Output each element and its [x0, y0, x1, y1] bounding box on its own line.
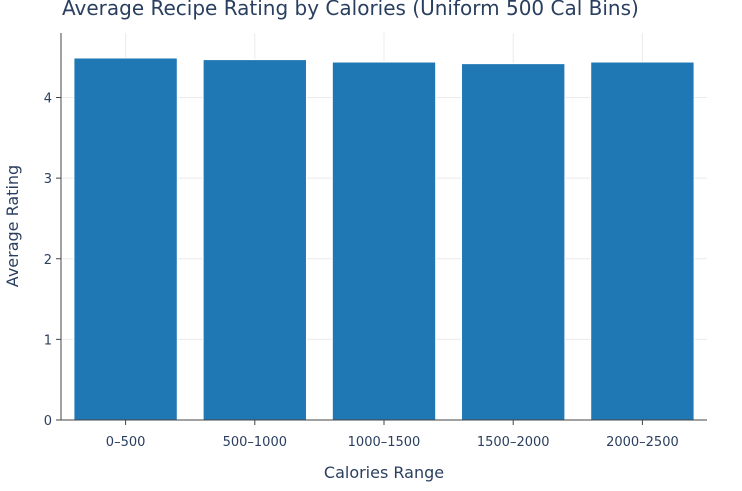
- bar: [202, 59, 307, 421]
- x-tick-label: 1500–2000: [477, 435, 550, 450]
- y-axis-title: Average Rating: [3, 165, 22, 287]
- bar: [73, 57, 178, 421]
- tick-labels: 0 1 2 3 4 0–500 500–1000 1000–1500 1500–2000 2000…: [44, 92, 679, 451]
- bar: [590, 61, 695, 421]
- y-tick-label: 1: [44, 333, 52, 348]
- bar: [461, 63, 566, 421]
- x-tick-label: 1000–1500: [348, 435, 421, 450]
- y-tick-label: 4: [44, 92, 52, 107]
- x-axis-title: Calories Range: [324, 463, 444, 482]
- y-tick-label: 3: [44, 172, 52, 187]
- x-tick-label: 0–500: [106, 435, 146, 450]
- x-tick-label: 2000–2500: [606, 435, 679, 450]
- bar: [331, 61, 437, 421]
- x-tick-label: 500–1000: [223, 435, 287, 450]
- y-tick-label: 0: [44, 414, 52, 429]
- bars: [73, 57, 695, 421]
- chart-title: Average Recipe Rating by Calories (Unifo…: [62, 0, 639, 20]
- y-tick-label: 2: [44, 253, 52, 268]
